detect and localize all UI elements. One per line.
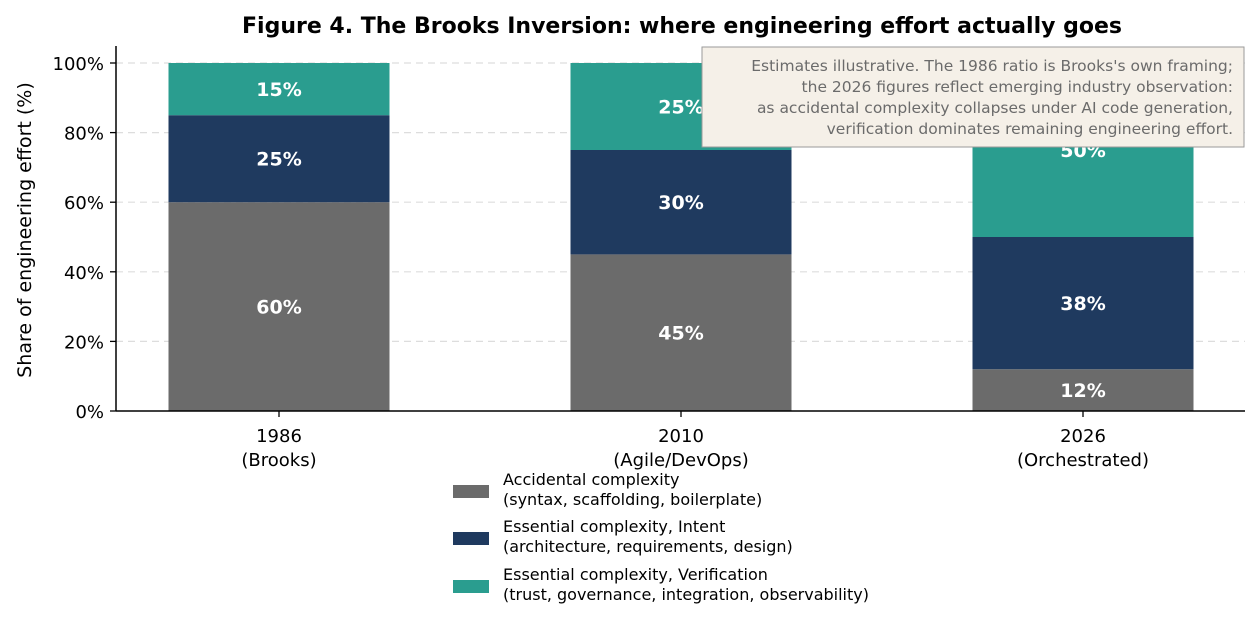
bar-segment xyxy=(972,369,1194,411)
bar-segment xyxy=(570,254,792,411)
axes: 0% 20% 40% 60% 80% 100% 1986 (Brooks) 2010 (Agile… xyxy=(53,46,1245,471)
bar-value-label: 25% xyxy=(256,149,301,171)
bar-segment xyxy=(972,237,1194,370)
annotation-line: verification dominates remaining enginee… xyxy=(827,120,1233,138)
y-axis-label: Share of engineering effort (%) xyxy=(14,82,36,378)
y-tick-label: 80% xyxy=(64,124,104,145)
bar-value-label: 60% xyxy=(256,297,301,319)
x-tick-label: 2026 (Orchestrated) xyxy=(1017,426,1149,471)
y-tick-label: 20% xyxy=(64,332,104,353)
annotation-background xyxy=(701,46,1245,148)
x-tick-label: 2010 (Agile/DevOps) xyxy=(613,426,748,471)
y-tick-label: 60% xyxy=(64,193,104,214)
legend-entry: Accidental complexity (syntax, scaffoldin… xyxy=(503,470,762,509)
chart-title: Figure 4. The Brooks Inversion: where en… xyxy=(242,14,1122,39)
bar-value-label: 30% xyxy=(658,192,703,214)
legend: Accidental complexity (syntax, scaffoldin… xyxy=(453,470,869,604)
legend-swatch xyxy=(453,485,489,498)
y-tick-label: 40% xyxy=(64,263,104,284)
bar-value-label: 45% xyxy=(658,323,703,345)
bar-labels: 60%25%15%45%30%25%12%38%50% xyxy=(256,79,1105,402)
annotation-box: Estimates illustrative. The 1986 ratio i… xyxy=(701,46,1245,148)
legend-swatch xyxy=(453,532,489,545)
bar-value-label: 25% xyxy=(658,97,703,119)
bar-segment xyxy=(570,150,792,255)
bar-value-label: 15% xyxy=(256,79,301,101)
y-tick-label: 0% xyxy=(75,402,104,423)
bar-segment xyxy=(168,202,390,411)
legend-entry: Essential complexity, Verification (trust… xyxy=(503,565,869,604)
annotation-line: Estimates illustrative. The 1986 ratio i… xyxy=(751,57,1233,75)
bar-value-label: 38% xyxy=(1060,293,1105,315)
bar-value-label: 12% xyxy=(1060,380,1105,402)
x-tick-label: 1986 (Brooks) xyxy=(241,426,316,471)
legend-entry: Essential complexity, Intent (architectur… xyxy=(503,517,793,556)
y-tick-label: 100% xyxy=(53,54,104,75)
bar-segment xyxy=(168,115,390,203)
annotation-line: as accidental complexity collapses under… xyxy=(757,99,1233,117)
legend-swatch xyxy=(453,580,489,593)
bars xyxy=(168,63,1194,411)
bar-segment xyxy=(168,63,390,116)
annotation-line: the 2026 figures reflect emerging indust… xyxy=(802,78,1233,96)
